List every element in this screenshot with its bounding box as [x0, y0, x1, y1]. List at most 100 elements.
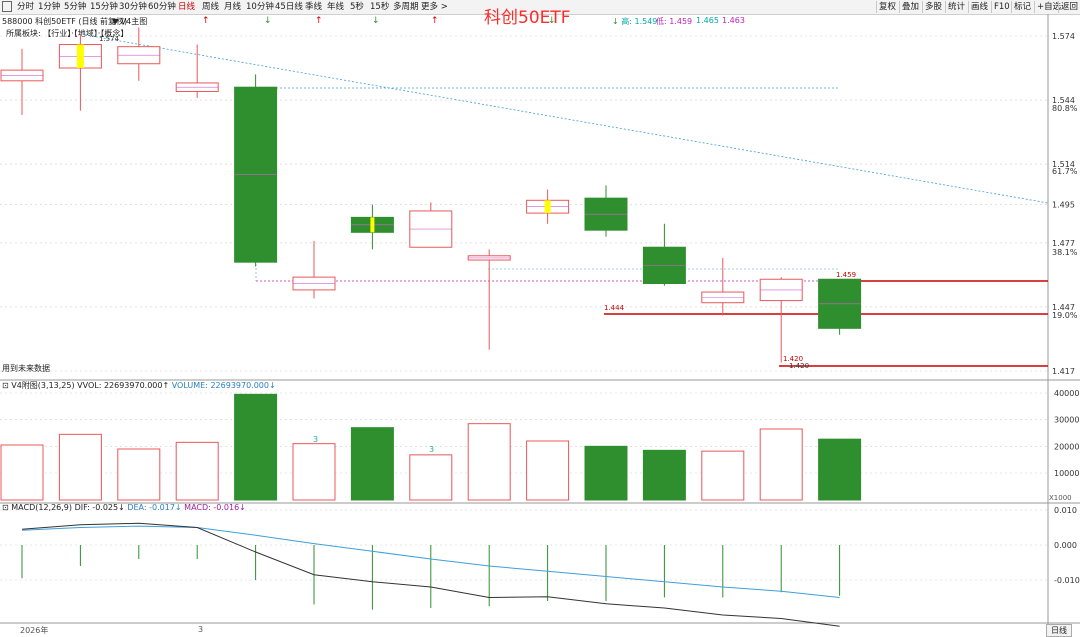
- x-axis-year: 2026年: [20, 626, 49, 635]
- candle: [642, 223, 686, 286]
- pct-axis-label: 19.0%: [1052, 311, 1078, 320]
- volume-panel-header: ⊡ V4附图(3,13,25) VVOL: 22693970.000↑ VOLU…: [2, 381, 276, 390]
- volume-unit-tag: X1000: [1049, 494, 1072, 502]
- period-5min[interactable]: 5分钟: [64, 2, 87, 12]
- macd-axis-label: -0.010: [1054, 576, 1080, 585]
- pct-axis-label: 61.7%: [1052, 167, 1078, 176]
- period-quarter[interactable]: 季线: [305, 2, 323, 12]
- highlight-box: [76, 44, 84, 69]
- signal-arrow-icon: ↓: [264, 16, 272, 26]
- candle: [409, 202, 453, 248]
- period-15sec[interactable]: 15秒: [370, 2, 390, 12]
- indicator-selector[interactable]: ▼ V4主图: [112, 16, 147, 27]
- menu-icon[interactable]: [2, 1, 12, 12]
- mark-button[interactable]: 标记: [1011, 1, 1033, 13]
- period-daily[interactable]: 日线: [178, 2, 196, 12]
- period-multi[interactable]: 多周期: [393, 2, 419, 12]
- price-label: 1.459: [836, 271, 856, 279]
- price-axis-label: 1.477: [1052, 239, 1075, 248]
- macd-panel-header: ⊡ MACD(12,26,9) DIF: -0.025↓ DEA: -0.017…: [2, 503, 246, 512]
- period-1min[interactable]: 1分钟: [38, 2, 61, 12]
- indicator-label: V4主图: [120, 17, 148, 26]
- period-weekly[interactable]: 周线: [202, 2, 220, 12]
- period-year[interactable]: 年线: [327, 2, 345, 12]
- signal-arrow-icon: ↓: [372, 16, 380, 26]
- volume-bar: [526, 440, 570, 501]
- signal-arrow-icon: ↑: [431, 16, 439, 26]
- hi-value: ↓ 高: 1.549: [612, 17, 658, 26]
- price-axis-label: 1.447: [1052, 303, 1075, 312]
- volume-bar: [467, 423, 511, 501]
- dif-line: [21, 522, 840, 627]
- dea-line: [21, 525, 840, 598]
- period-fenshi[interactable]: 分时: [17, 2, 35, 12]
- candle: [117, 27, 161, 81]
- volume-bar: [584, 445, 628, 501]
- candle: [0, 48, 44, 115]
- candle: [584, 185, 628, 237]
- volume-bar: [409, 454, 453, 501]
- candle: [175, 44, 219, 98]
- price-axis-label: 1.544: [1052, 96, 1075, 105]
- volume-bar: [292, 443, 336, 501]
- multi-stock-button[interactable]: 多股: [922, 1, 944, 13]
- macd-axis-label: 0.010: [1054, 506, 1077, 515]
- add-watchlist-button[interactable]: +自选: [1034, 1, 1063, 13]
- pct-axis-label: 38.1%: [1052, 248, 1078, 257]
- period-30min[interactable]: 30分钟: [119, 2, 147, 12]
- volume-bar: [117, 448, 161, 501]
- draw-line-button[interactable]: 画线: [968, 1, 990, 13]
- trend-line: [79, 33, 1049, 204]
- volume-axis-label: 30000: [1054, 416, 1079, 425]
- macd-axis-label: 0.000: [1054, 541, 1077, 550]
- period-toolbar: 分时 1分钟 5分钟 15分钟 30分钟 60分钟 日线 周线 月线 10分钟 …: [0, 0, 1080, 15]
- volume-bar: [350, 427, 394, 501]
- volume-bar: [701, 450, 745, 501]
- volume-axis-label: 20000: [1054, 442, 1079, 451]
- collapse-icon[interactable]: ⊡: [2, 503, 9, 512]
- volume-axis-label: 40000: [1054, 389, 1079, 398]
- x-axis-tick: 3: [198, 625, 204, 634]
- indicator-dropdown-icon: ▼: [112, 17, 119, 26]
- price-label: 1.420: [789, 362, 809, 370]
- period-45day[interactable]: 45日线: [275, 2, 303, 12]
- price-axis-label: 1.495: [1052, 201, 1075, 210]
- candle: [701, 257, 745, 316]
- period-more[interactable]: 更多 >: [421, 2, 448, 12]
- price-label: 1.574: [99, 35, 120, 43]
- f10-button[interactable]: F10: [991, 1, 1012, 13]
- back-button[interactable]: 返回: [1058, 1, 1080, 13]
- sector-label[interactable]: 所属板块: 【行业】·【地域】·【概念】: [6, 29, 129, 38]
- candle: [818, 278, 862, 335]
- volume-bar: [759, 428, 803, 501]
- candle: [234, 74, 278, 267]
- signal-arrow-icon: ↑: [202, 16, 210, 26]
- candle: [759, 277, 803, 363]
- signal-arrow-icon: ↓: [548, 16, 556, 26]
- volume-marker: 3: [313, 435, 318, 444]
- period-60min[interactable]: 60分钟: [148, 2, 176, 12]
- pct-axis-label: 80.8%: [1052, 104, 1078, 113]
- period-monthly[interactable]: 月线: [224, 2, 242, 12]
- overlay-button[interactable]: 叠加: [899, 1, 921, 13]
- collapse-icon[interactable]: ⊡: [2, 381, 9, 390]
- down-arrow-icon: ↓: [612, 17, 619, 26]
- volume-bar: [175, 441, 219, 501]
- period-15min[interactable]: 15分钟: [90, 2, 118, 12]
- volume-marker: 3: [429, 445, 434, 454]
- volume-bar: [58, 433, 102, 501]
- period-10min[interactable]: 10分钟: [246, 2, 274, 12]
- period-5sec[interactable]: 5秒: [350, 2, 364, 12]
- price-axis-label: 1.417: [1052, 367, 1075, 376]
- price-label: 1.420: [783, 355, 803, 363]
- volume-bar: [642, 449, 686, 501]
- price-axis-label: 1.574: [1052, 32, 1075, 41]
- fuquan-button[interactable]: 复权: [876, 1, 898, 13]
- highlight-box: [370, 217, 375, 233]
- value-3: 1.465: [696, 16, 719, 25]
- period-tag[interactable]: 日线: [1046, 624, 1072, 637]
- code-line: 588000 科创50ETF (日线 前复权): [2, 17, 128, 26]
- stats-button[interactable]: 统计: [945, 1, 967, 13]
- page-title: 科创50ETF: [484, 8, 571, 28]
